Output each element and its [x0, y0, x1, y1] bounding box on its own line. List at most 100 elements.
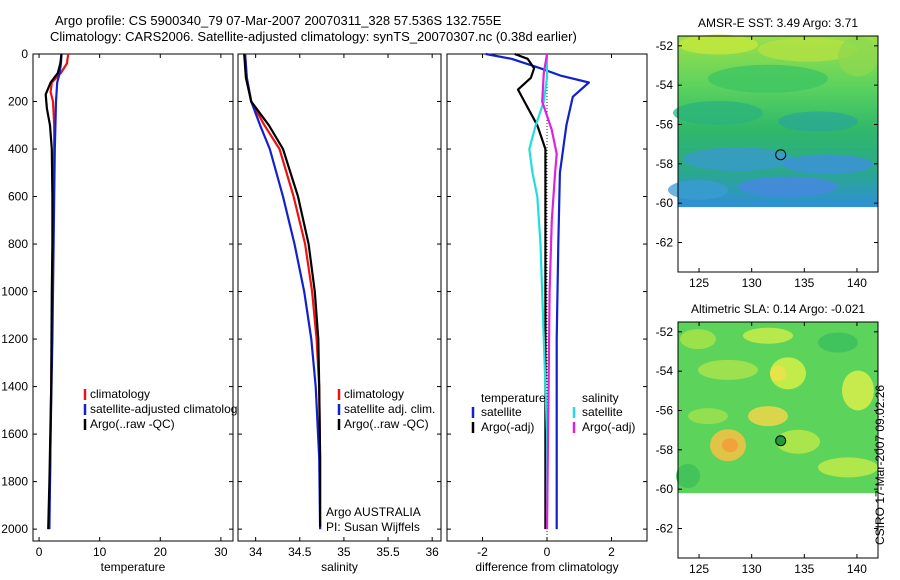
legend-label: satellite: [582, 405, 623, 419]
sst-map-panel: AMSR-E SST: 3.49 Argo: 3.71 125 130 135 140 -…: [656, 16, 879, 290]
x-tick-label: 140: [847, 276, 867, 290]
sst-anomaly-patch: [673, 100, 763, 125]
series-line-temperature-satellite: [485, 52, 591, 530]
series-line-argo-raw-qc-: [44, 53, 63, 530]
y-tick-label: 1800: [1, 475, 28, 489]
y-tick-label: 0: [21, 47, 28, 61]
sla-anomaly-patch: [776, 429, 820, 454]
legend-label: satellite: [481, 405, 522, 419]
sst-anomaly-patch: [758, 37, 858, 62]
map-frame: [677, 321, 879, 559]
argo-float-marker: [775, 435, 787, 447]
x-tick-label: 140: [847, 562, 867, 576]
sst-anomaly-patch: [668, 179, 728, 200]
x-tick-label: 135: [794, 276, 814, 290]
credit-text: CSIRO 17-Mar-2007 09:02:26: [873, 384, 887, 545]
x-tick-label: 0: [544, 545, 551, 559]
argo-float-marker: [775, 149, 787, 161]
x-tick-label: 20: [154, 545, 168, 559]
x-tick-label: 135: [794, 562, 814, 576]
x-tick-label: 125: [689, 276, 709, 290]
sst-anomaly-patch: [778, 111, 858, 132]
x-axis-label: difference from climatology: [475, 560, 618, 574]
salinity-panel: 34 34.5 35 35.5 36 salinity climatologysatelli…: [237, 53, 442, 574]
series-line-temperature-argo-adj-: [514, 52, 547, 530]
series-line-salinity-argo-adj-: [541, 53, 558, 530]
y-tick-label: -52: [656, 325, 674, 339]
annotation-pi: PI: Susan Wijffels: [326, 520, 420, 534]
legend-heading-salinity: salinity: [582, 391, 619, 405]
temperature-panel: 0 10 20 30 0 200 400 600 800 1000 1200 1400 1600 1800…: [1, 47, 243, 574]
legend-label: Argo(-adj): [481, 420, 534, 434]
annotation-argo-australia: Argo AUSTRALIA: [326, 505, 421, 519]
sla-anomaly-patch: [770, 365, 786, 382]
y-tick-label: 1200: [1, 332, 28, 346]
sla-anomaly-patch: [818, 457, 878, 478]
figure-title-line-2: Climatology: CARS2006. Satellite-adjuste…: [50, 29, 577, 44]
y-tick-label: -62: [656, 522, 674, 536]
sst-anomaly-patch: [838, 36, 878, 77]
x-axis-label: temperature: [101, 560, 166, 574]
y-tick-label: -54: [656, 364, 674, 378]
legend-label: Argo(-adj): [582, 420, 635, 434]
y-tick-label: 1000: [1, 285, 28, 299]
legend-label: climatology: [90, 387, 150, 401]
x-axis-label: salinity: [321, 560, 358, 574]
sla-anomaly-patch: [688, 408, 728, 425]
x-tick-label: 2: [608, 545, 615, 559]
x-tick-label: 35.5: [376, 545, 400, 559]
y-tick-label: -56: [656, 118, 674, 132]
legend-label: satellite-adjusted climatology: [90, 402, 243, 416]
y-tick-label: -58: [656, 443, 674, 457]
plot-frame: [32, 53, 234, 542]
sst-anomaly-patch: [708, 64, 828, 93]
legend-label: satellite adj. clim.: [344, 402, 435, 416]
y-tick-label: 1600: [1, 427, 28, 441]
series-line-salinity-satellite: [528, 54, 549, 530]
sla-anomaly-patch: [680, 329, 716, 350]
plot-frame: [237, 53, 442, 542]
x-tick-label: 35: [337, 545, 351, 559]
legend-label: Argo(..raw -QC): [90, 417, 175, 431]
y-tick-label: 600: [8, 190, 28, 204]
legend-label: Argo(..raw -QC): [344, 417, 429, 431]
sla-anomaly-patch: [770, 357, 806, 390]
x-tick-label: 130: [742, 562, 762, 576]
sla-anomaly-patch: [748, 406, 788, 427]
x-tick-label: 130: [742, 276, 762, 290]
x-tick-label: 0: [36, 545, 43, 559]
x-tick-label: 125: [689, 562, 709, 576]
y-tick-label: 200: [8, 95, 28, 109]
y-tick-label: 2000: [1, 522, 28, 536]
y-tick-label: 800: [8, 237, 28, 251]
sla-anomaly-patch: [743, 327, 793, 344]
x-tick-label: 36: [425, 545, 439, 559]
y-tick-label: -54: [656, 78, 674, 92]
sla-anomaly-patch: [698, 359, 758, 380]
y-tick-label: -56: [656, 404, 674, 418]
y-tick-label: -58: [656, 157, 674, 171]
sst-anomaly-patch: [738, 176, 838, 197]
sla-anomaly-patch: [722, 438, 738, 453]
y-tick-label: -60: [656, 196, 674, 210]
legend-heading-temperature: temperature: [481, 391, 546, 405]
sst-anomaly-patch: [678, 34, 758, 55]
sla-anomaly-patch: [842, 370, 874, 411]
y-tick-label: -52: [656, 39, 674, 53]
y-tick-label: -60: [656, 482, 674, 496]
figure-title-line-1: Argo profile: CS 5900340_79 07-Mar-2007 …: [55, 13, 502, 28]
x-tick-label: 10: [93, 545, 107, 559]
map-frame: [677, 35, 879, 273]
sla-anomaly-patch: [818, 332, 858, 353]
y-tick-label: 1400: [1, 380, 28, 394]
series-line-argo-raw-qc-: [243, 53, 322, 527]
map-title: AMSR-E SST: 3.49 Argo: 3.71: [698, 16, 858, 30]
x-tick-label: 34.5: [288, 545, 312, 559]
legend-label: climatology: [344, 387, 404, 401]
map-title: Altimetric SLA: 0.14 Argo: -0.021: [691, 302, 865, 316]
y-tick-label: 400: [8, 142, 28, 156]
x-tick-label: -2: [477, 545, 488, 559]
sla-map-panel: Altimetric SLA: 0.14 Argo: -0.021 125 130 1…: [656, 302, 879, 576]
